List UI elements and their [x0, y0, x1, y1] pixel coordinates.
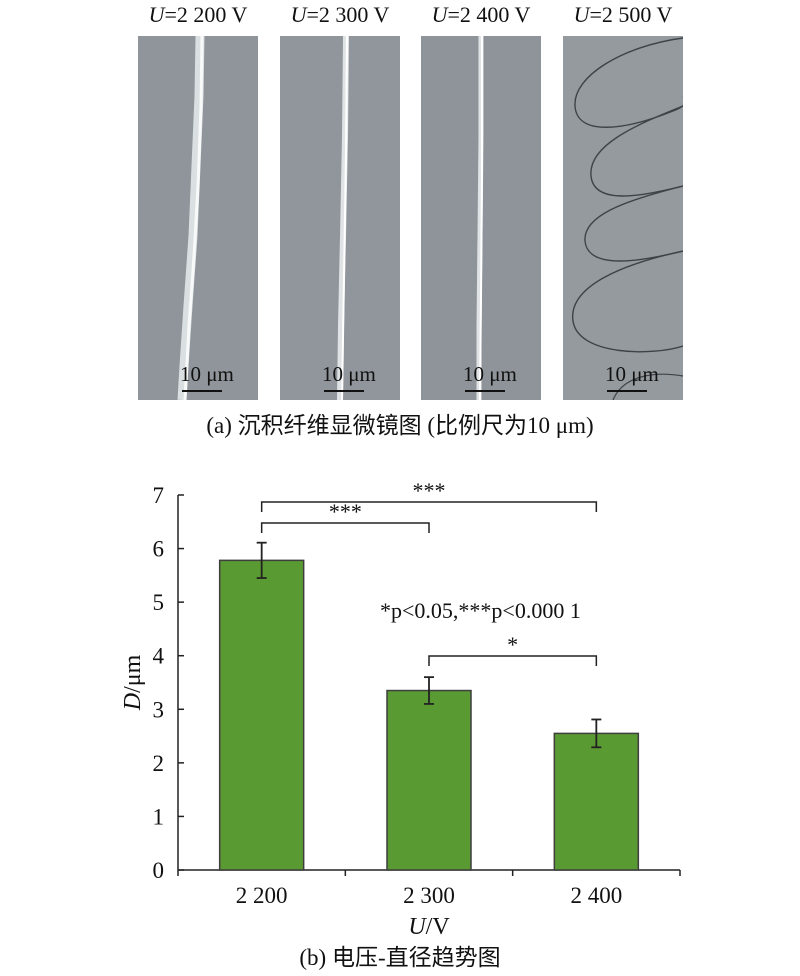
y-tick-label: 1 — [153, 804, 165, 829]
y-tick-label: 4 — [153, 644, 165, 669]
fiber-strand — [177, 36, 205, 400]
y-axis-title: D/μm — [120, 654, 146, 711]
significance-label: *** — [329, 499, 362, 524]
chart-annotation: *p<0.05,***p<0.000 1 — [380, 598, 581, 623]
y-tick-label: 0 — [153, 858, 165, 883]
scale-bar-label: 10 μm — [605, 362, 659, 386]
significance-label: *** — [413, 478, 446, 503]
voltage-label-2500: U=2 500 V — [573, 2, 673, 27]
micrograph-background — [563, 36, 683, 400]
bars — [218, 541, 640, 871]
wavy-fiber — [584, 185, 683, 262]
fiber-highlight — [183, 36, 204, 400]
voltage-label-2200: U=2 200 V — [148, 2, 248, 27]
y-tick-label: 2 — [153, 751, 165, 776]
bar-1 — [386, 689, 472, 871]
voltage-label-2300: U=2 300 V — [290, 2, 390, 27]
micrograph-panel: U=2 200 V U=2 300 V U=2 400 V U=2 500 V … — [0, 0, 800, 440]
x-axis-title: U/V — [408, 914, 450, 940]
y-tick-label: 3 — [153, 697, 165, 722]
y-tick-label: 5 — [153, 590, 165, 615]
caption-a: (a) 沉积纤维显微镜图 (比例尺为10 μm) — [206, 413, 594, 438]
wavy-fiber — [590, 105, 683, 197]
significance-bracket — [428, 655, 598, 666]
x-tick-label: 2 400 — [570, 883, 622, 908]
voltage-label-2400: U=2 400 V — [431, 2, 531, 27]
scale-bar-label: 10 μm — [322, 362, 376, 386]
fiber-highlight — [341, 36, 348, 400]
scale-bar-label: 10 μm — [180, 362, 234, 386]
fiber-strand — [337, 36, 349, 400]
wavy-fiber — [572, 250, 683, 353]
micrograph-2400: 10 μm — [421, 36, 541, 400]
bar-0 — [218, 559, 305, 871]
bar-2 — [553, 732, 640, 871]
significance-brackets: ******* — [260, 478, 598, 666]
y-tick-label: 7 — [153, 483, 165, 508]
wavy-fiber — [574, 37, 683, 128]
significance-bracket — [260, 501, 598, 512]
micrograph-2300: 10 μm — [280, 36, 400, 400]
significance-bracket — [260, 522, 430, 533]
fiber-highlight — [479, 36, 483, 400]
caption-b: (b) 电压-直径趋势图 — [299, 945, 501, 970]
scale-bar-label: 10 μm — [463, 362, 517, 386]
micrograph-2500: 10 μm — [563, 36, 683, 400]
significance-label: * — [507, 632, 518, 657]
micrograph-2200: 10 μm — [138, 36, 258, 400]
x-tick-label: 2 300 — [403, 883, 455, 908]
y-tick-label: 6 — [153, 537, 165, 562]
x-tick-label: 2 200 — [236, 883, 288, 908]
wavy-fiber — [612, 373, 683, 400]
